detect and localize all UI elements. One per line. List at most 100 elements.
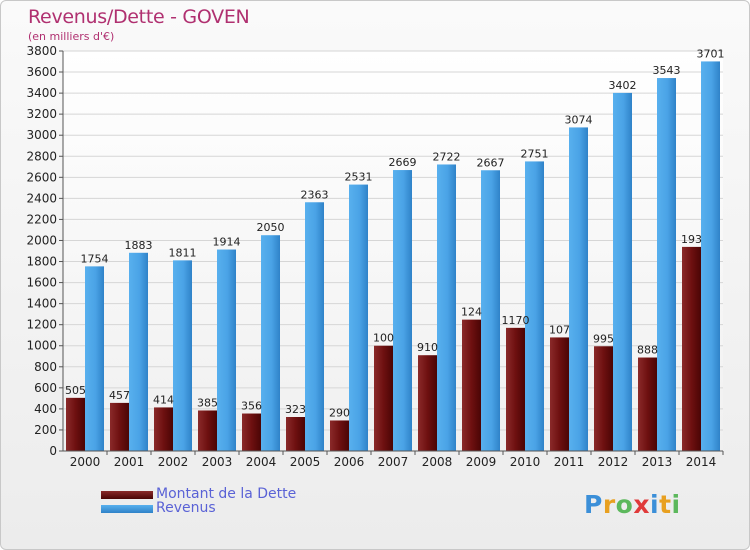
bar-revenus bbox=[525, 161, 544, 451]
y-tick-label: 1200 bbox=[26, 318, 57, 332]
bar-revenus bbox=[613, 92, 632, 451]
data-label-debt: 290 bbox=[329, 406, 350, 419]
logo-letter: P bbox=[584, 490, 603, 519]
data-label-revenus: 1754 bbox=[81, 252, 109, 265]
x-tick-label: 2004 bbox=[246, 455, 277, 469]
x-tick-label: 2009 bbox=[466, 455, 497, 469]
y-tick-label: 3000 bbox=[26, 128, 57, 142]
data-label-debt: 124 bbox=[461, 306, 482, 319]
legend-swatch-debt bbox=[101, 491, 153, 499]
bar-debt bbox=[286, 417, 305, 451]
bar-debt bbox=[374, 345, 393, 451]
bar-revenus bbox=[701, 61, 720, 451]
data-label-revenus: 3543 bbox=[653, 64, 681, 77]
y-tick-label: 3400 bbox=[26, 86, 57, 100]
data-label-revenus: 1811 bbox=[169, 246, 197, 259]
data-label-debt: 910 bbox=[417, 341, 438, 354]
bar-debt bbox=[638, 357, 657, 451]
chart-subtitle: (en milliers d'€) bbox=[28, 30, 115, 43]
logo-letter: t bbox=[659, 490, 672, 519]
bar-revenus bbox=[393, 170, 412, 452]
data-label-debt: 356 bbox=[241, 400, 262, 413]
data-label-revenus: 1914 bbox=[213, 236, 241, 249]
data-label-debt: 457 bbox=[109, 389, 130, 402]
logo-letter: i bbox=[650, 490, 660, 519]
bar-debt bbox=[198, 410, 217, 451]
bar-debt bbox=[242, 413, 261, 451]
data-label-revenus: 2050 bbox=[257, 221, 285, 234]
y-tick-label: 3800 bbox=[26, 44, 57, 58]
legend-label-revenus: Revenus bbox=[156, 500, 216, 516]
data-label-debt: 385 bbox=[197, 396, 218, 409]
y-tick-label: 200 bbox=[34, 423, 57, 437]
bar-revenus bbox=[85, 266, 104, 451]
bar-revenus bbox=[437, 164, 456, 451]
y-tick-label: 3600 bbox=[26, 65, 57, 79]
x-tick-label: 2012 bbox=[598, 455, 629, 469]
x-tick-label: 2008 bbox=[422, 455, 453, 469]
data-label-revenus: 1883 bbox=[125, 239, 153, 252]
y-tick-label: 1600 bbox=[26, 276, 57, 290]
y-tick-label: 2400 bbox=[26, 191, 57, 205]
logo-letter: x bbox=[633, 490, 650, 519]
legend-label-debt: Montant de la Dette bbox=[156, 486, 297, 502]
data-label-debt: 414 bbox=[153, 393, 174, 406]
data-label-revenus: 2669 bbox=[389, 156, 417, 169]
x-tick-label: 2014 bbox=[686, 455, 717, 469]
x-tick-label: 2005 bbox=[290, 455, 321, 469]
y-tick-label: 1800 bbox=[26, 255, 57, 269]
data-label-revenus: 2667 bbox=[477, 156, 505, 169]
data-label-revenus: 2722 bbox=[433, 150, 461, 163]
bar-debt bbox=[550, 337, 569, 451]
data-label-revenus: 2531 bbox=[345, 171, 373, 184]
legend-item-debt: Montant de la Dette bbox=[101, 486, 401, 503]
x-tick-label: 2007 bbox=[378, 455, 409, 469]
chart-title: Revenus/Dette - GOVEN bbox=[28, 6, 250, 28]
bar-debt bbox=[330, 420, 349, 451]
bar-revenus bbox=[349, 184, 368, 451]
bar-revenus bbox=[657, 78, 676, 451]
x-tick-label: 2002 bbox=[158, 455, 189, 469]
x-tick-label: 2000 bbox=[70, 455, 101, 469]
bar-debt bbox=[418, 355, 437, 451]
data-label-revenus: 2751 bbox=[521, 147, 549, 160]
x-tick-label: 2010 bbox=[510, 455, 541, 469]
y-tick-label: 400 bbox=[34, 402, 57, 416]
data-label-debt: 100 bbox=[373, 332, 394, 345]
bar-debt bbox=[682, 246, 701, 451]
proxiti-logo: Proxiti bbox=[584, 490, 681, 519]
legend-item-revenus: Revenus bbox=[101, 500, 401, 517]
bar-revenus bbox=[569, 127, 588, 451]
y-tick-label: 0 bbox=[49, 444, 57, 458]
y-tick-label: 1400 bbox=[26, 297, 57, 311]
x-tick-label: 2013 bbox=[642, 455, 673, 469]
x-tick-label: 2001 bbox=[114, 455, 145, 469]
y-tick-label: 3200 bbox=[26, 107, 57, 121]
bar-revenus bbox=[173, 260, 192, 451]
y-tick-label: 600 bbox=[34, 381, 57, 395]
data-label-revenus: 2363 bbox=[301, 188, 329, 201]
bar-revenus bbox=[129, 252, 148, 451]
data-label-revenus: 3074 bbox=[565, 113, 593, 126]
bar-debt bbox=[66, 397, 85, 451]
data-label-debt: 193 bbox=[681, 233, 702, 246]
bar-debt bbox=[462, 319, 481, 451]
x-tick-label: 2006 bbox=[334, 455, 365, 469]
y-tick-label: 2800 bbox=[26, 149, 57, 163]
data-label-debt: 107 bbox=[549, 323, 570, 336]
logo-letter: i bbox=[671, 490, 681, 519]
data-label-debt: 1170 bbox=[502, 314, 530, 327]
bar-debt bbox=[594, 346, 613, 451]
y-tick-label: 1000 bbox=[26, 339, 57, 353]
bar-debt bbox=[110, 402, 129, 451]
bar-debt bbox=[154, 407, 173, 451]
y-tick-label: 800 bbox=[34, 360, 57, 374]
y-tick-label: 2200 bbox=[26, 212, 57, 226]
bar-revenus bbox=[217, 249, 236, 451]
data-label-debt: 505 bbox=[65, 384, 86, 397]
legend-swatch-revenus bbox=[101, 505, 153, 513]
data-label-debt: 995 bbox=[593, 332, 614, 345]
bar-debt bbox=[506, 327, 525, 451]
